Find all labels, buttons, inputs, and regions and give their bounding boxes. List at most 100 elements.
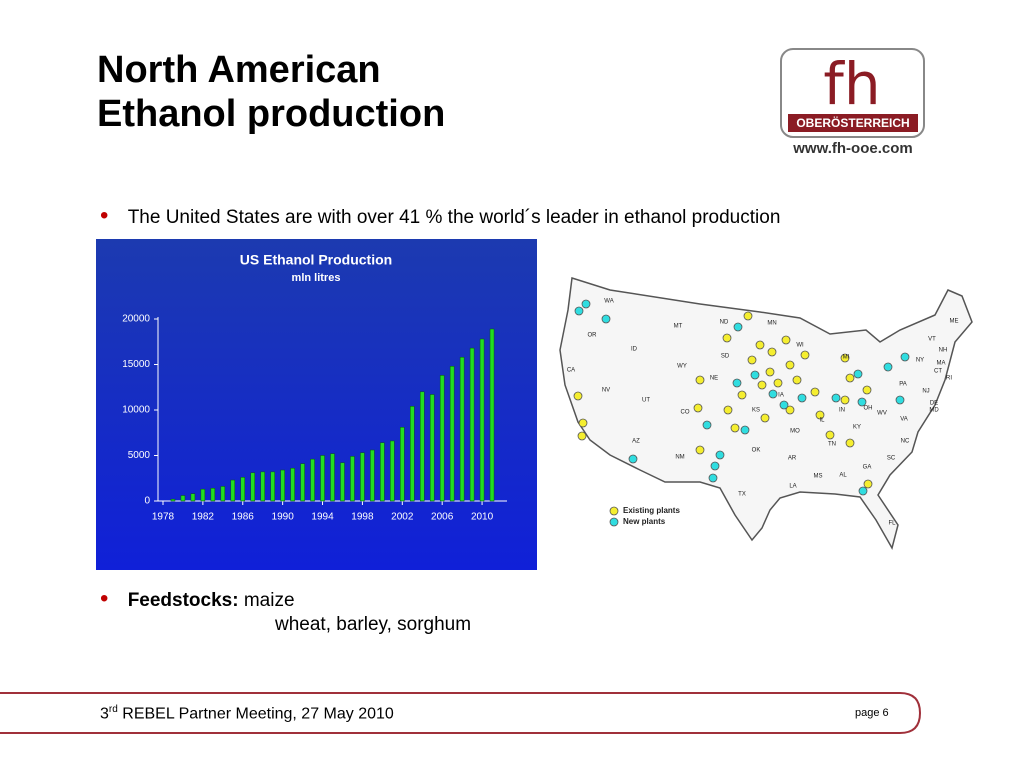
state-label: AZ	[632, 439, 640, 445]
state-label: SC	[887, 456, 896, 462]
state-label: NM	[675, 455, 684, 461]
bullet-text: maize	[243, 590, 295, 611]
state-label: VT	[928, 337, 936, 343]
bar	[400, 427, 405, 502]
state-label: ME	[950, 319, 959, 325]
state-label: TN	[828, 442, 836, 448]
state-label: PA	[899, 382, 907, 388]
x-tick-label: 1978	[152, 512, 175, 523]
bullet-dot: •	[100, 585, 109, 612]
bar	[230, 479, 236, 502]
bar	[419, 391, 425, 502]
state-label: MA	[937, 361, 946, 367]
bullet-label: Feedstocks:	[127, 590, 239, 611]
bullet: • Feedstocks: maize	[100, 585, 295, 613]
state-label: IA	[778, 393, 784, 399]
bar	[220, 486, 226, 502]
bar	[459, 356, 465, 502]
bar	[250, 472, 255, 502]
y-tick-label: 5000	[128, 450, 151, 461]
bar	[210, 488, 216, 502]
footer-suffix: rd	[108, 704, 118, 715]
footer-text: REBEL Partner Meeting, 27 May 2010	[117, 705, 394, 723]
bar	[240, 477, 246, 502]
state-label: MD	[929, 408, 939, 414]
bar	[300, 463, 305, 502]
footer-frame	[0, 692, 922, 734]
state-label: FL	[888, 521, 896, 527]
bar	[200, 488, 206, 502]
x-tick-label: 1998	[351, 512, 374, 523]
bar	[340, 462, 345, 502]
state-label: NC	[901, 439, 910, 445]
state-label: UT	[642, 398, 650, 404]
bar	[330, 453, 335, 502]
state-label: GA	[863, 465, 872, 471]
state-label: OH	[864, 406, 873, 412]
bar	[350, 456, 355, 502]
legend-label: Existing plants	[623, 506, 680, 515]
state-label: NH	[939, 348, 948, 354]
bar	[469, 347, 475, 502]
state-label: WV	[877, 411, 887, 417]
bar	[360, 452, 365, 502]
bar	[270, 471, 275, 502]
state-label: IN	[839, 408, 845, 414]
state-label: LA	[789, 484, 796, 490]
state-label: OR	[588, 333, 598, 339]
us-outline	[559, 277, 973, 550]
footer: 3rd REBEL Partner Meeting, 27 May 2010	[100, 704, 394, 723]
state-label: NJ	[922, 389, 929, 395]
new-plants	[574, 299, 910, 496]
state-label: DE	[930, 401, 938, 407]
state-label: WI	[796, 343, 804, 349]
state-label: ND	[720, 320, 729, 326]
bar	[429, 394, 435, 502]
state-label: KS	[752, 408, 760, 414]
state-label: CT	[934, 369, 942, 375]
bar	[170, 498, 176, 502]
logo-region: OBERÖSTERREICH	[796, 115, 909, 130]
title-line: North American	[97, 49, 381, 91]
y-tick-label: 15000	[122, 359, 150, 370]
state-label: NY	[916, 358, 924, 364]
chart-subtitle: mln litres	[292, 272, 341, 284]
state-label: CA	[567, 368, 575, 374]
legend-label: New plants	[623, 517, 666, 526]
y-tick-label: 10000	[122, 405, 150, 416]
state-label: NV	[602, 388, 610, 394]
state-label: ID	[631, 347, 638, 353]
x-tick-label: 1994	[311, 512, 334, 523]
state-label: MO	[790, 429, 800, 435]
page-number: page 6	[855, 707, 889, 719]
bar	[449, 366, 455, 502]
bullet-text: The United States are with over 41 % the…	[127, 207, 781, 228]
state-label: AL	[839, 473, 847, 479]
legend-swatch	[609, 506, 619, 516]
bar	[280, 469, 285, 502]
bar	[290, 467, 295, 502]
map: Existing plants New plants WA OR CA NV ID MT W…	[559, 277, 973, 550]
state-label: MN	[767, 321, 776, 327]
bar	[390, 440, 395, 502]
chart-title: US Ethanol Production	[240, 252, 392, 268]
state-label: CO	[681, 410, 690, 416]
legend-swatch	[609, 517, 619, 527]
x-tick-label: 1986	[232, 512, 255, 523]
state-label: SD	[721, 354, 730, 360]
x-tick-label: 1982	[192, 512, 215, 523]
state-label: NE	[710, 376, 718, 382]
logo: fh OBERÖSTERREICH www.fh-ooe.com	[780, 48, 925, 157]
title-line: Ethanol production	[97, 93, 446, 135]
bar	[489, 328, 495, 502]
bar	[370, 449, 375, 502]
state-label: IL	[819, 418, 825, 424]
logo-url: www.fh-ooe.com	[792, 140, 912, 157]
y-tick-label: 20000	[122, 314, 150, 325]
bullet-text: wheat, barley, sorghum	[275, 614, 472, 635]
logo-mark: fh	[823, 50, 880, 118]
footer-line	[0, 692, 922, 734]
state-label: MI	[843, 355, 850, 361]
